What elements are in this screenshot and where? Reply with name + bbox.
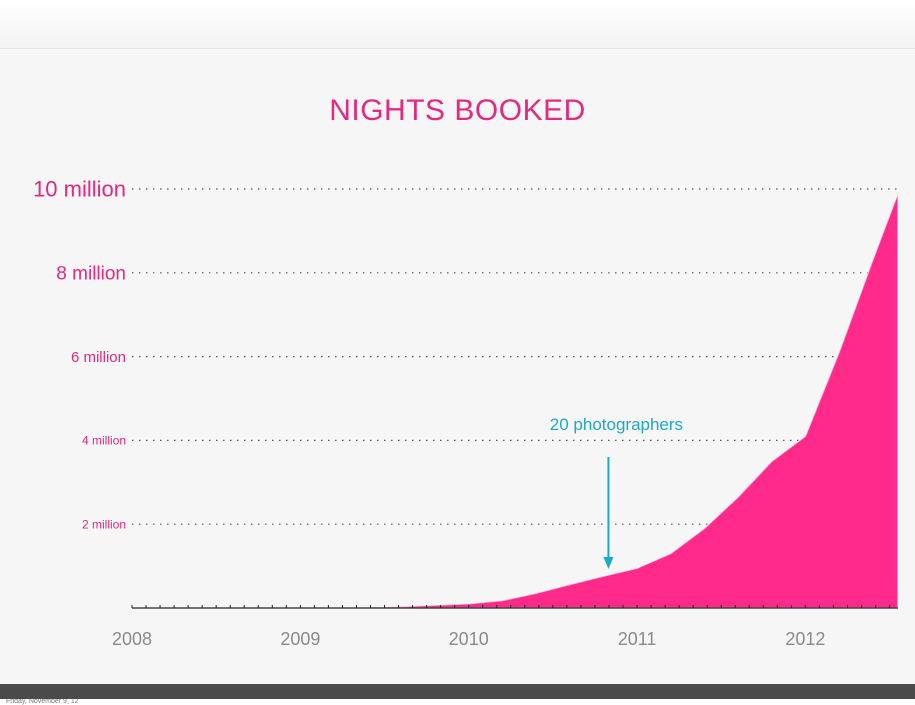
chart-plot: 2 million 4 million 6 million 8 million 10 m… bbox=[33, 177, 899, 649]
x-tick-label: 2012 bbox=[785, 629, 825, 649]
x-axis bbox=[131, 605, 898, 609]
x-tick-label: 2009 bbox=[280, 629, 320, 649]
y-axis-ticks: 2 million 4 million 6 million 8 million 10 m… bbox=[33, 177, 126, 532]
y-tick-label: 4 million bbox=[82, 434, 126, 448]
y-tick-label: 2 million bbox=[82, 517, 126, 531]
area-fill bbox=[132, 192, 899, 609]
chart-title: NIGHTS BOOKED bbox=[329, 94, 586, 127]
slide-top-band bbox=[0, 0, 915, 49]
bottom-bar bbox=[0, 684, 915, 699]
annotation-arrow-head bbox=[603, 557, 614, 569]
area-series bbox=[132, 192, 899, 609]
footer-timestamp: Friday, November 9, 12 bbox=[6, 699, 79, 705]
slide-background bbox=[0, 0, 915, 49]
annotation: 20 photographers bbox=[550, 415, 683, 569]
annotation-label: 20 photographers bbox=[550, 415, 683, 434]
y-tick-label: 6 million bbox=[71, 349, 126, 366]
y-tick-label: 8 million bbox=[56, 263, 126, 284]
x-axis-ticks: 2008 2009 2010 2011 2012 bbox=[112, 629, 825, 649]
x-tick-label: 2008 bbox=[112, 629, 152, 649]
x-tick-label: 2010 bbox=[449, 629, 489, 649]
y-tick-label: 10 million bbox=[33, 177, 126, 202]
x-tick-label: 2011 bbox=[618, 629, 657, 649]
